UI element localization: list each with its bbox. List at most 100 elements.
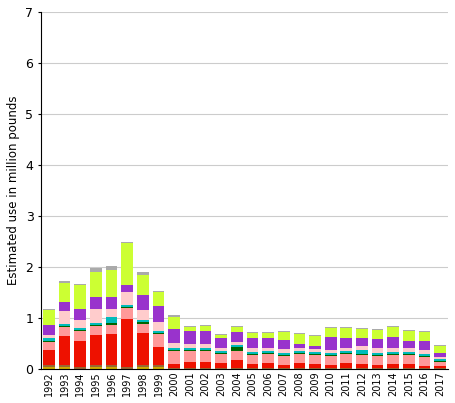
Bar [137, 295, 149, 310]
Bar [293, 348, 305, 351]
Bar [106, 317, 117, 323]
Bar [75, 341, 86, 367]
Bar [340, 353, 352, 354]
Bar [59, 365, 71, 367]
Bar [75, 330, 86, 331]
Bar [356, 328, 368, 329]
Bar [200, 351, 211, 362]
Bar [435, 357, 446, 359]
Bar [372, 353, 384, 355]
Bar [152, 334, 164, 347]
Bar [200, 344, 211, 348]
Bar [90, 268, 102, 272]
Bar [43, 341, 55, 350]
Bar [184, 362, 196, 368]
Bar [435, 353, 446, 357]
Bar [75, 367, 86, 368]
Bar [231, 360, 243, 368]
Bar [419, 357, 430, 366]
Bar [59, 302, 71, 312]
Bar [435, 346, 446, 353]
Bar [137, 322, 149, 324]
Bar [293, 344, 305, 348]
Bar [247, 352, 258, 354]
Bar [403, 348, 415, 352]
Bar [137, 324, 149, 333]
Bar [247, 354, 258, 355]
Bar [278, 356, 289, 365]
Bar [325, 337, 337, 350]
Bar [137, 365, 149, 367]
Bar [372, 339, 384, 348]
Bar [184, 326, 196, 327]
Bar [43, 367, 55, 368]
Bar [419, 350, 430, 354]
Bar [419, 332, 430, 341]
Bar [152, 292, 164, 306]
Bar [90, 297, 102, 310]
Bar [59, 281, 71, 283]
Bar [152, 291, 164, 292]
Bar [43, 339, 55, 341]
Bar [168, 351, 180, 364]
Bar [372, 355, 384, 356]
Bar [435, 362, 446, 366]
Bar [106, 323, 117, 325]
Bar [90, 325, 102, 326]
Bar [152, 367, 164, 368]
Bar [325, 355, 337, 356]
Bar [106, 367, 117, 368]
Bar [387, 364, 399, 368]
Bar [106, 309, 117, 317]
Bar [293, 364, 305, 368]
Bar [168, 329, 180, 343]
Bar [168, 350, 180, 351]
Bar [43, 309, 55, 310]
Bar [262, 364, 274, 368]
Bar [387, 354, 399, 355]
Bar [247, 332, 258, 333]
Bar [278, 332, 289, 340]
Bar [419, 366, 430, 368]
Bar [372, 348, 384, 353]
Bar [59, 283, 71, 302]
Bar [293, 354, 305, 364]
Bar [200, 350, 211, 351]
Bar [215, 364, 227, 368]
Bar [419, 354, 430, 356]
Bar [90, 335, 102, 365]
Bar [387, 348, 399, 352]
Bar [75, 331, 86, 341]
Bar [200, 325, 211, 326]
Bar [325, 328, 337, 337]
Bar [247, 333, 258, 339]
Bar [231, 351, 243, 360]
Bar [200, 362, 211, 368]
Bar [215, 335, 227, 339]
Bar [231, 326, 243, 327]
Bar [262, 348, 274, 351]
Bar [152, 333, 164, 334]
Bar [137, 333, 149, 365]
Bar [90, 367, 102, 368]
Bar [90, 323, 102, 325]
Bar [43, 310, 55, 325]
Bar [90, 310, 102, 323]
Bar [184, 331, 196, 344]
Bar [106, 270, 117, 297]
Bar [262, 353, 274, 354]
Bar [231, 345, 243, 347]
Bar [121, 285, 133, 292]
Bar [168, 317, 180, 329]
Bar [262, 332, 274, 333]
Bar [372, 365, 384, 368]
Bar [215, 351, 227, 353]
Bar [215, 348, 227, 351]
Bar [340, 364, 352, 368]
Bar [43, 365, 55, 367]
Bar [403, 331, 415, 341]
Bar [90, 326, 102, 335]
Bar [231, 327, 243, 332]
Bar [356, 364, 368, 368]
Bar [231, 347, 243, 351]
